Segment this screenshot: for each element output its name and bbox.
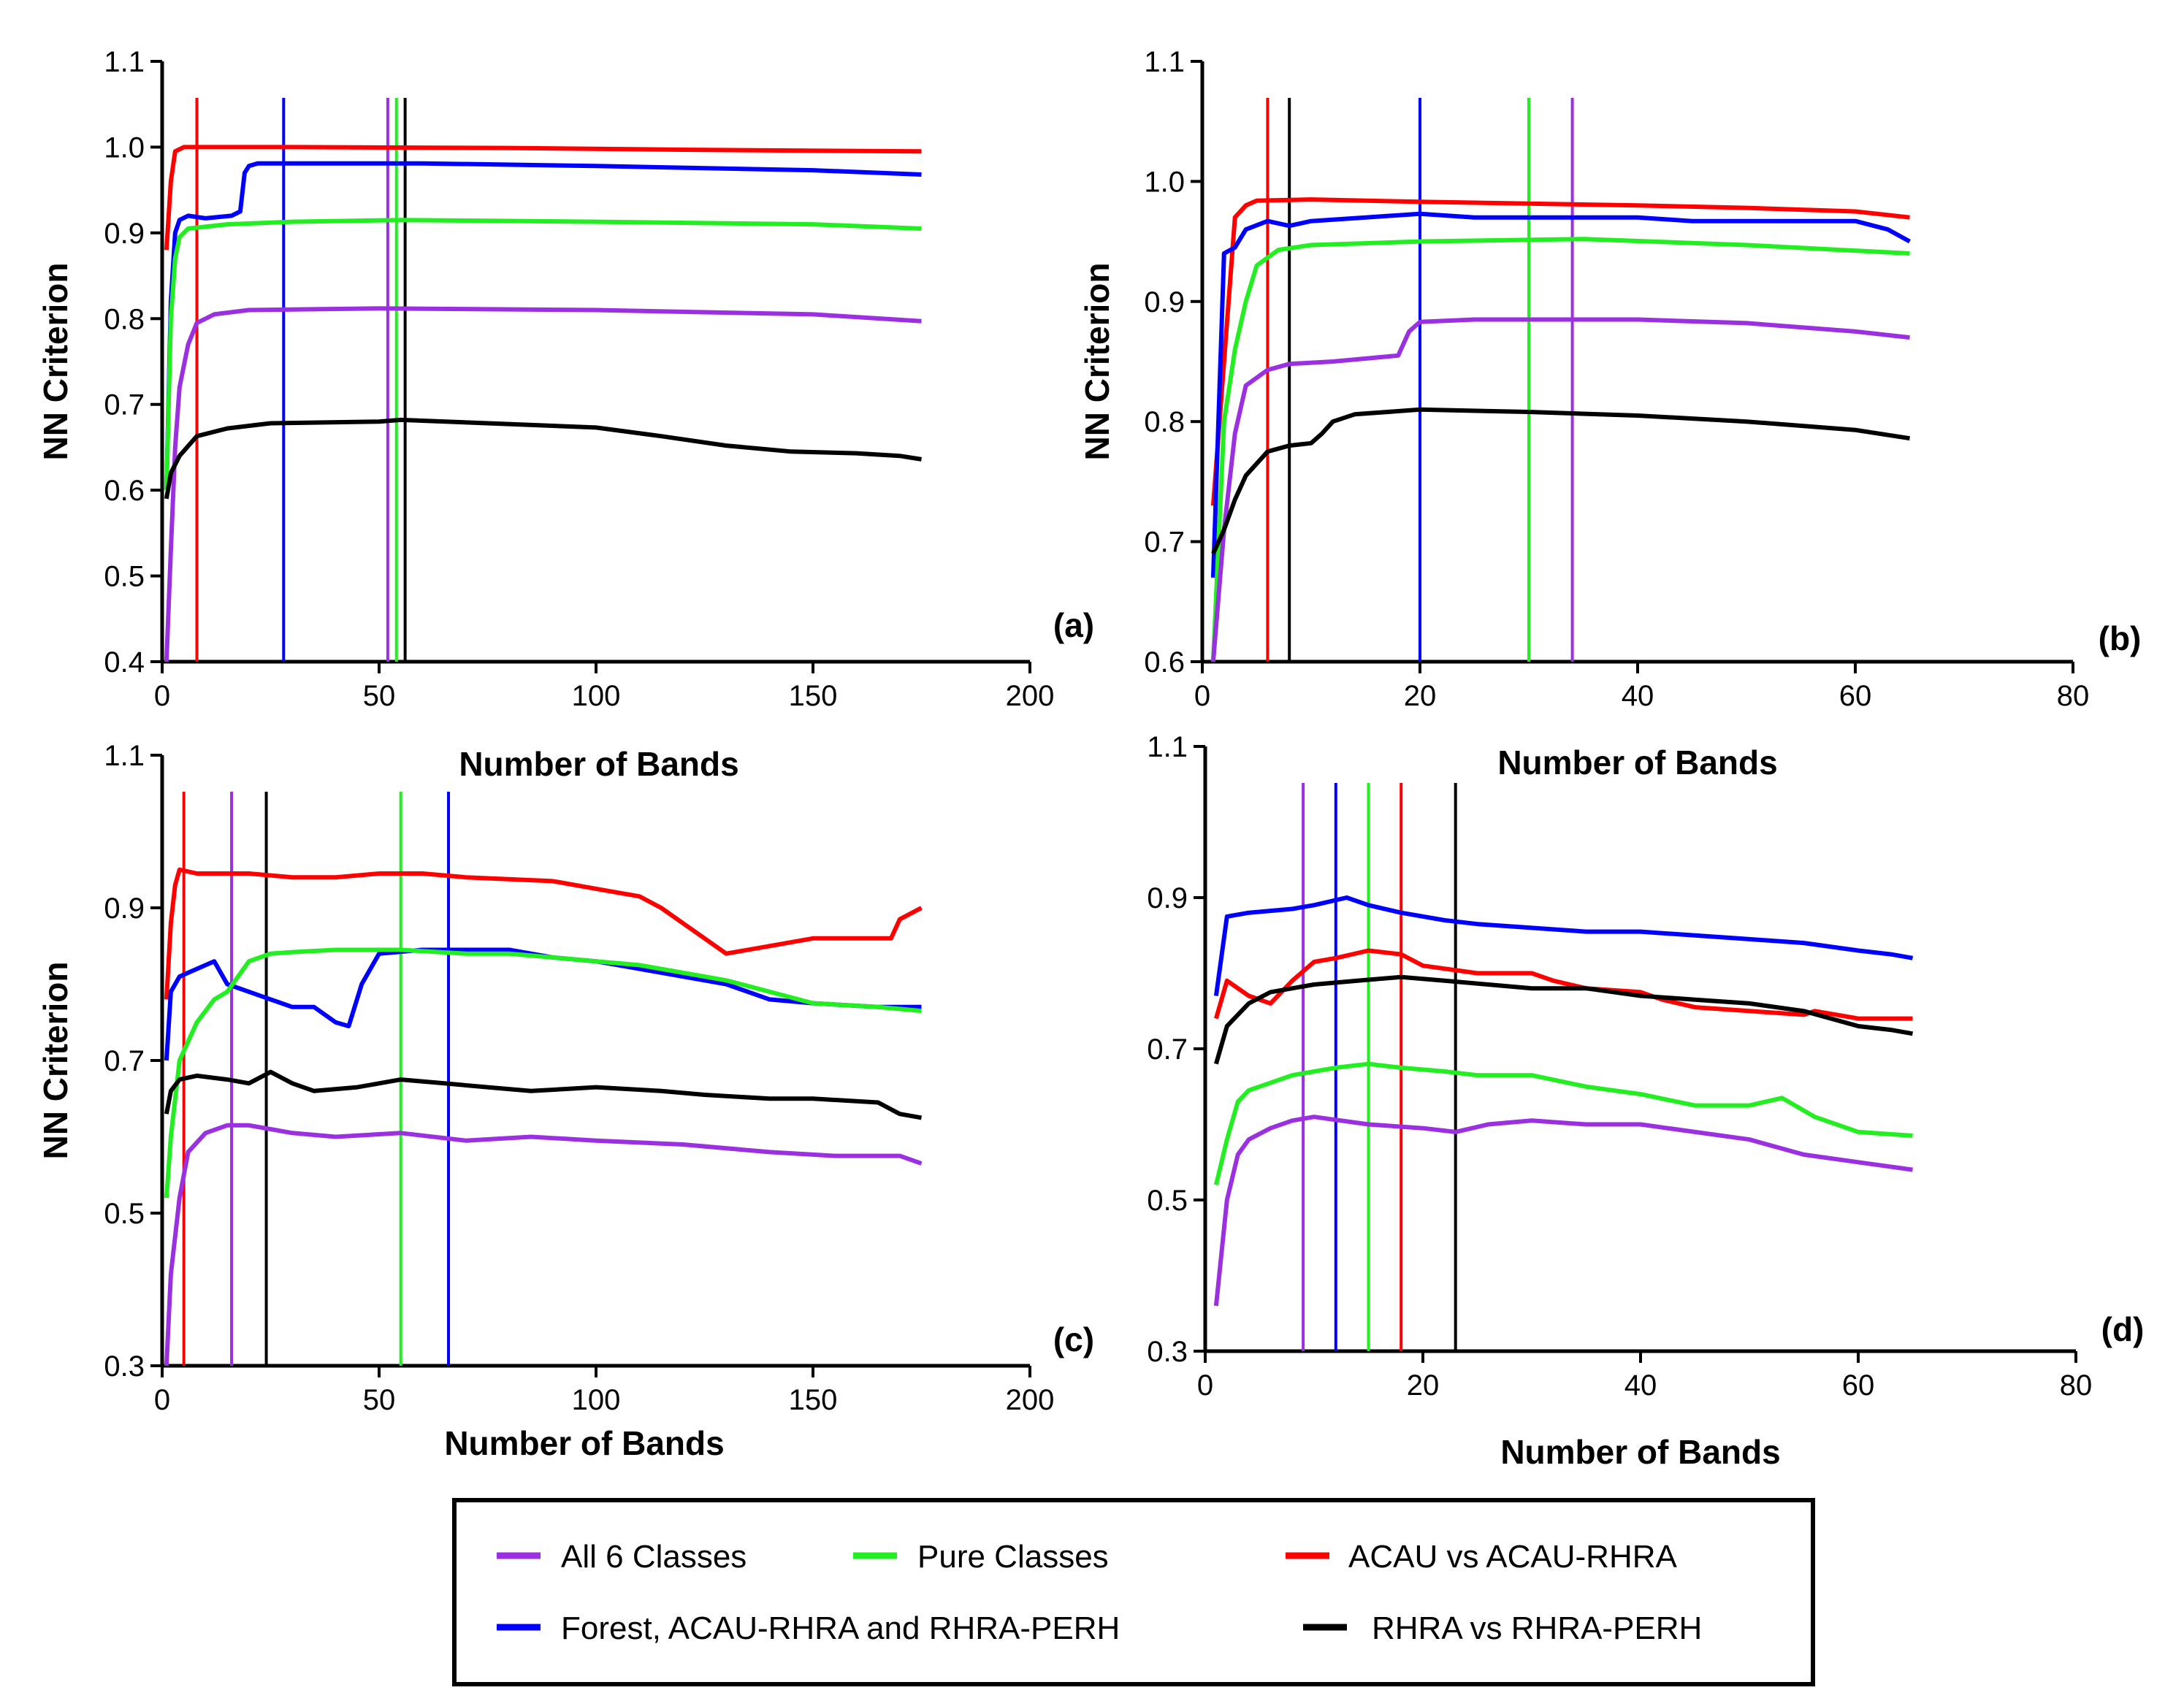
x-tick-label: 60 — [1839, 680, 1872, 712]
legend-label-1: All 6 Classes — [561, 1539, 747, 1575]
y-tick-label: 0.7 — [1144, 527, 1185, 559]
series-line-1 — [164, 145, 922, 251]
y-tick-label: 0.5 — [104, 1198, 145, 1230]
series-line-5 — [164, 1069, 923, 1120]
legend: All 6 Classes Pure Classes ACAU vs ACAU-… — [452, 1498, 1815, 1686]
series-line-5 — [1211, 407, 1910, 555]
y-tick-label: 1.0 — [104, 131, 145, 164]
y-tick-label: 1.0 — [1144, 166, 1185, 198]
x-tick-label: 0 — [154, 1384, 170, 1416]
series-line-4 — [164, 306, 922, 662]
y-axis-label: NN Criterion — [37, 263, 75, 461]
y-tick-label: 0.9 — [1144, 286, 1185, 318]
y-tick-label: 1.1 — [1144, 46, 1185, 78]
x-tick-label: 50 — [363, 1384, 396, 1416]
x-tick-label: 150 — [789, 1384, 838, 1416]
legend-entry-1: All 6 Classes — [497, 1539, 747, 1575]
x-axis-label: Number of Bands — [1497, 744, 1777, 781]
legend-entry-2: Pure Classes — [853, 1539, 1109, 1575]
panel-label: (c) — [1053, 1320, 1094, 1358]
series-line-4 — [1210, 317, 1910, 662]
y-tick-label: 1.1 — [104, 740, 145, 772]
panel-label: (b) — [2099, 619, 2142, 657]
x-tick-label: 0 — [1197, 1369, 1213, 1402]
y-tick-label: 0.9 — [1147, 882, 1188, 914]
legend-label-4: Forest, ACAU-RHRA and RHRA-PERH — [561, 1610, 1120, 1646]
series-line-2 — [164, 161, 922, 491]
y-tick-label: 1.1 — [1147, 731, 1188, 763]
x-tick-label: 40 — [1624, 1369, 1657, 1402]
series-line-4 — [1213, 1061, 1913, 1185]
series-line-5 — [1213, 1115, 1913, 1307]
y-tick-label: 0.5 — [104, 561, 145, 593]
x-axis-label: Number of Bands — [459, 745, 738, 783]
y-axis-label: NN Criterion — [37, 962, 75, 1160]
legend-box — [452, 1498, 1815, 1686]
series-line-2 — [1210, 211, 1911, 578]
series-line-4 — [164, 1123, 923, 1366]
x-tick-label: 100 — [572, 680, 621, 712]
x-tick-label: 40 — [1622, 680, 1654, 712]
series-line-5 — [164, 417, 922, 500]
panel-d: 0.3 0.5 0.7 0.9 1.1 0 20 40 60 80 Number of Bands (… — [1147, 731, 2144, 1471]
legend-label-3: ACAU vs ACAU-RHRA — [1348, 1539, 1677, 1575]
x-tick-label: 20 — [1407, 1369, 1440, 1402]
y-tick-label: 0.5 — [1147, 1185, 1188, 1217]
y-tick-label: 1.1 — [104, 46, 145, 78]
y-tick-label: 0.8 — [104, 303, 145, 335]
x-tick-label: 80 — [2060, 1369, 2093, 1402]
y-tick-label: 0.9 — [104, 218, 145, 250]
x-tick-label: 200 — [1006, 1384, 1055, 1416]
y-tick-label: 0.8 — [1144, 406, 1185, 438]
legend-label-5: RHRA vs RHRA-PERH — [1372, 1610, 1702, 1646]
x-tick-label: 0 — [1194, 680, 1210, 712]
series-line-1 — [1210, 197, 1910, 506]
x-axis-label: Number of Bands — [1500, 1433, 1780, 1471]
y-tick-label: 0.6 — [1144, 646, 1185, 679]
series-line-3 — [1210, 237, 1910, 662]
x-tick-label: 60 — [1842, 1369, 1875, 1402]
legend-entry-3: ACAU vs ACAU-RHRA — [1286, 1539, 1677, 1575]
x-tick-label: 80 — [2057, 680, 2090, 712]
x-axis-label: Number of Bands — [444, 1424, 724, 1462]
series-line-2 — [164, 947, 922, 1061]
y-tick-label: 0.7 — [1147, 1033, 1188, 1066]
x-tick-label: 200 — [1006, 680, 1055, 712]
x-tick-label: 150 — [789, 680, 838, 712]
series-line-1 — [164, 867, 923, 1000]
legend-entry-5: RHRA vs RHRA-PERH — [1303, 1610, 1702, 1646]
x-tick-label: 50 — [363, 680, 396, 712]
y-tick-label: 0.7 — [104, 389, 145, 421]
y-tick-label: 0.3 — [104, 1350, 145, 1383]
x-tick-label: 0 — [154, 680, 170, 712]
series-line-3 — [164, 947, 922, 1199]
y-tick-label: 0.6 — [104, 475, 145, 507]
x-tick-label: 20 — [1404, 680, 1437, 712]
y-tick-label: 0.7 — [104, 1045, 145, 1077]
y-axis-label: NN Criterion — [1078, 263, 1116, 461]
x-tick-label: 100 — [572, 1384, 621, 1416]
y-tick-label: 0.4 — [104, 646, 145, 679]
legend-label-2: Pure Classes — [917, 1539, 1109, 1575]
panel-a: 0.4 0.5 0.6 0.7 0.8 0.9 1.0 1.1 0 50 100 150 200 Numb… — [37, 46, 1094, 783]
series-line-3 — [1214, 974, 1914, 1065]
legend-entry-4: Forest, ACAU-RHRA and RHRA-PERH — [497, 1610, 1120, 1646]
panel-label: (a) — [1053, 606, 1094, 644]
series-line-3 — [164, 218, 922, 491]
y-tick-label: 0.9 — [104, 892, 145, 925]
panel-label: (d) — [2101, 1310, 2145, 1348]
panel-c: 0.3 0.5 0.7 0.9 1.1 0 50 100 150 200 Number of Ban… — [37, 740, 1094, 1462]
series-line-1 — [1213, 895, 1914, 996]
y-tick-label: 0.3 — [1147, 1336, 1188, 1368]
